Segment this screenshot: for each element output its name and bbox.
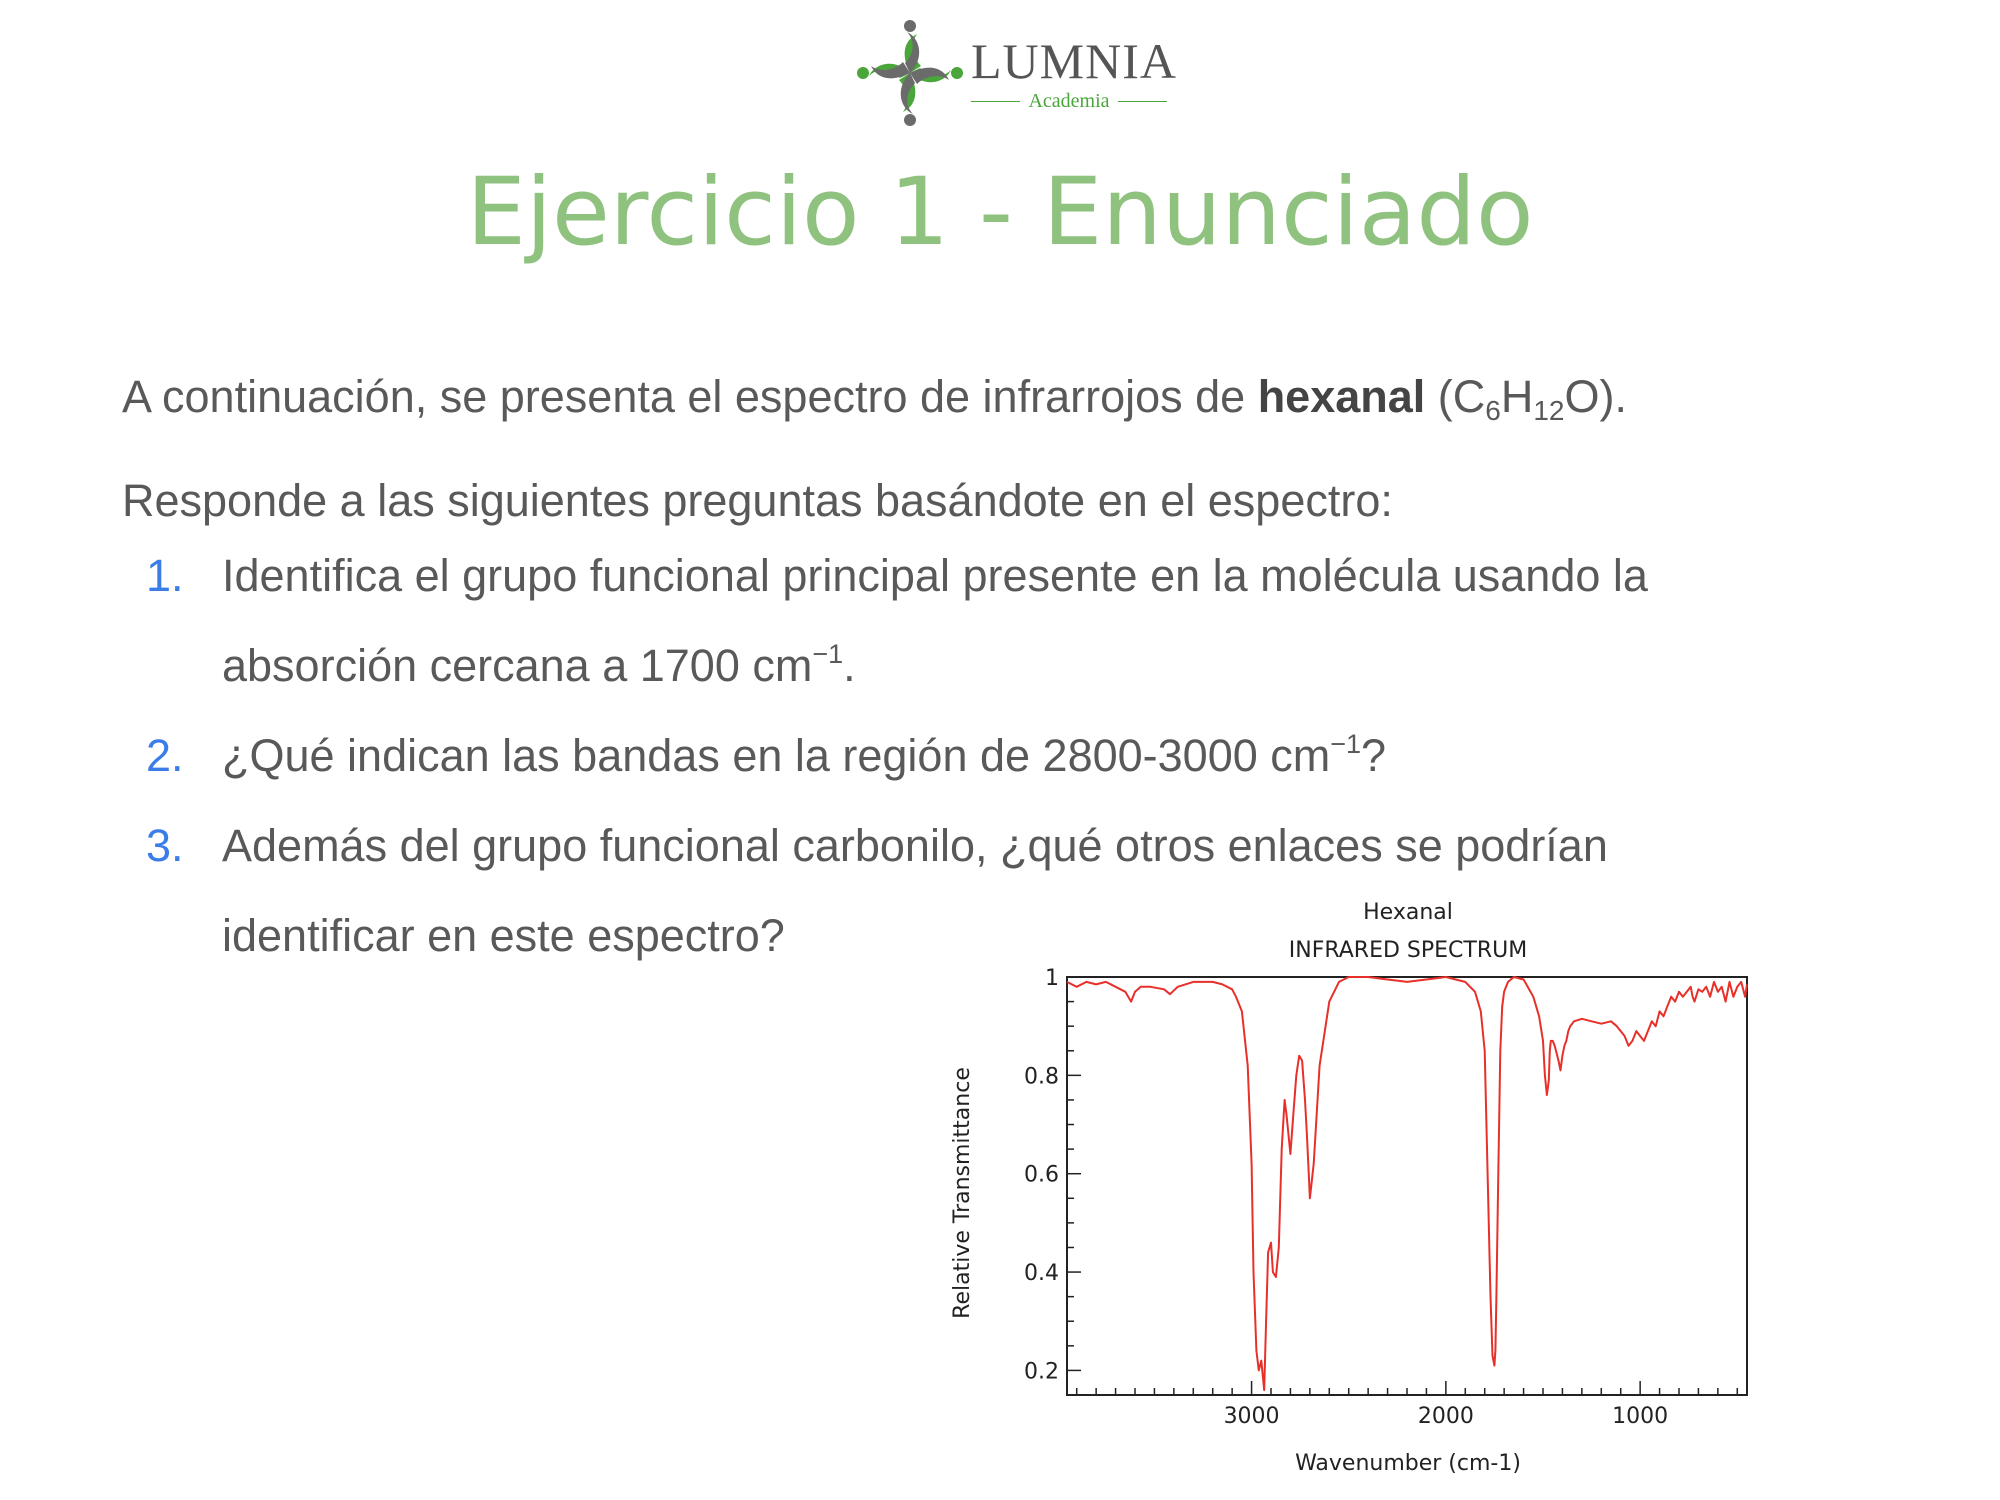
question-list: 1. Identifica el grupo funcional princip… (0, 531, 2000, 981)
page-title: Ejercicio 1 - Enunciado (466, 158, 1534, 267)
compound-name: hexanal (1257, 371, 1426, 422)
question-suffix: ? (1361, 730, 1387, 781)
question-item: 1. Identifica el grupo funcional princip… (0, 531, 1822, 711)
y-tick-label: 1 (1045, 966, 1059, 991)
logo-rule-left (971, 101, 1021, 102)
formula-sub-h: 12 (1533, 395, 1565, 426)
chart-y-axis-label: Relative Transmittance (950, 1067, 975, 1319)
logo-subtitle: Academia (971, 90, 1168, 113)
chart-title: Hexanal (1363, 900, 1453, 925)
chart-plot-area (1066, 976, 1748, 1392)
question-item: 2. ¿Qué indican las bandas en la región … (0, 711, 2000, 801)
formula-open: (C (1425, 371, 1486, 422)
chart-axes: 3000 2000 1000 0.2 0.4 0.6 0.8 1 (1024, 966, 1748, 1429)
lumnia-logo-icon (857, 20, 963, 126)
y-tick-label: 0.2 (1024, 1359, 1059, 1384)
x-tick-label: 3000 (1224, 1404, 1280, 1429)
question-superscript: −1 (1330, 729, 1362, 759)
x-tick-label: 2000 (1418, 1404, 1474, 1429)
chart-x-axis-label: Wavenumber (cm-1) (1295, 1451, 1521, 1476)
question-suffix: . (843, 640, 856, 691)
intro-line-2: Responde a las siguientes preguntas basá… (122, 475, 1393, 526)
y-tick-label: 0.4 (1024, 1261, 1059, 1286)
question-item: 3. Además del grupo funcional carbonilo,… (0, 801, 1772, 981)
logo-rule-right (1117, 101, 1168, 102)
formula-close: O). (1564, 371, 1628, 422)
intro-line-1: A continuación, se presenta el espectro … (122, 352, 1942, 456)
ir-spectrum-chart: Hexanal INFRARED SPECTRUM 3000 2000 1000 0.… (935, 895, 1765, 1480)
chart-subtitle: INFRARED SPECTRUM (1289, 938, 1527, 963)
question-number: 3. (146, 820, 184, 871)
y-tick-label: 0.8 (1024, 1064, 1059, 1089)
logo-name: LUMNIA (971, 33, 1177, 89)
question-superscript: −1 (812, 639, 844, 669)
formula-h: H (1500, 371, 1534, 422)
question-text: ¿Qué indican las bandas en la región de … (222, 730, 1331, 781)
formula-sub-c: 6 (1485, 395, 1501, 426)
question-text: Identifica el grupo funcional principal … (222, 550, 1648, 691)
lumnia-logo: LUMNIA Academia (855, 18, 1176, 128)
x-tick-label: 1000 (1612, 1404, 1668, 1429)
question-text: Además del grupo funcional carbonilo, ¿q… (222, 820, 1608, 961)
logo-subtitle-text: Academia (1028, 90, 1110, 112)
question-number: 1. (146, 550, 184, 601)
ir-spectrum-svg: Hexanal INFRARED SPECTRUM 3000 2000 1000 0.… (950, 900, 1748, 1476)
spectrum-line (1066, 976, 1748, 1392)
intro-text: A continuación, se presenta el espectro … (122, 352, 1942, 546)
intro-prefix: A continuación, se presenta el espectro … (122, 371, 1258, 422)
y-tick-label: 0.6 (1024, 1163, 1059, 1188)
question-number: 2. (146, 730, 184, 781)
